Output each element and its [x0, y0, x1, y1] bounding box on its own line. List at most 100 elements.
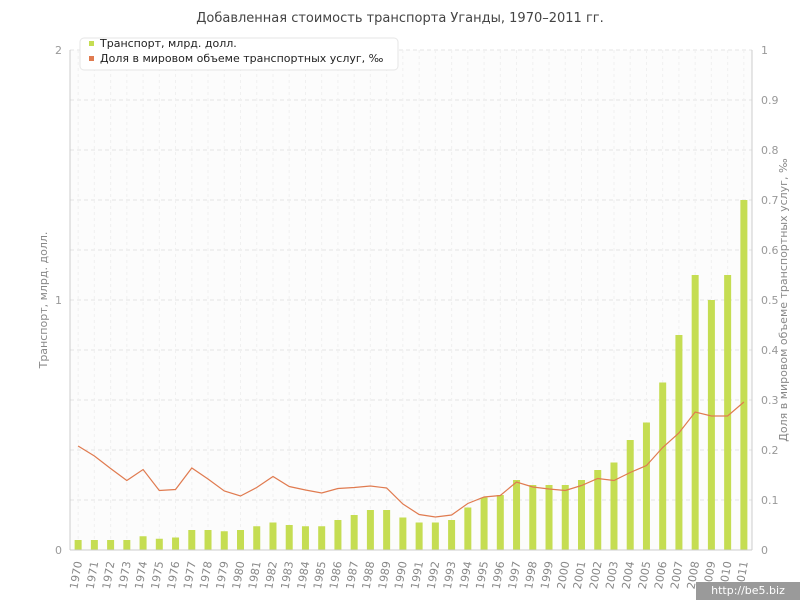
bar-1980: [237, 530, 244, 550]
bar-2002: [594, 470, 602, 550]
x-tick-label: 1997: [506, 560, 524, 590]
legend-box: [79, 37, 399, 71]
legend-swatch-bars: [89, 41, 94, 46]
x-tick-label: 1992: [425, 560, 443, 590]
x-tick-label: 1975: [149, 560, 167, 590]
right-tick-label: 0.8: [761, 144, 779, 157]
bar-1971: [90, 540, 98, 550]
x-tick-label: 1998: [522, 560, 540, 590]
x-tick-label: 1980: [230, 560, 248, 590]
bar-1975: [155, 538, 163, 550]
right-axis-label: Доля в мировом объеме транспортных услуг…: [777, 158, 790, 442]
bar-1997: [513, 480, 521, 550]
right-tick-label: 0.2: [761, 444, 779, 457]
x-tick-label: 1972: [100, 560, 118, 590]
x-tick-label: 2004: [619, 560, 637, 590]
legend: Транспорт, млрд. долл. Доля в мировом об…: [79, 37, 399, 71]
x-tick-label: 1999: [538, 560, 556, 590]
right-tick-label: 1: [761, 44, 768, 57]
x-tick-label: 1995: [473, 560, 491, 590]
x-tick-label: 1996: [490, 560, 508, 590]
bar-2010: [724, 275, 732, 550]
left-tick-label: 1: [55, 294, 62, 307]
x-tick-label: 1984: [295, 560, 313, 590]
x-tick-label: 1979: [214, 560, 232, 590]
bar-1989: [383, 510, 391, 550]
bar-1977: [188, 530, 196, 550]
right-tick-label: 0.4: [761, 344, 779, 357]
bar-1985: [318, 526, 326, 550]
left-axis-ticks: 0 1 2: [55, 44, 62, 557]
bar-2003: [610, 462, 618, 550]
bar-1995: [480, 497, 488, 550]
x-tick-label: 1987: [343, 560, 361, 590]
bar-2007: [675, 335, 683, 550]
legend-swatch-line: [89, 56, 94, 61]
bar-1983: [285, 525, 293, 550]
line-share-world: [77, 401, 745, 518]
right-tick-label: 0.5: [761, 294, 779, 307]
bar-1986: [334, 520, 342, 550]
x-tick-label: 2007: [668, 560, 686, 590]
chart-title: Добавленная стоимость транспорта Уганды,…: [196, 11, 604, 26]
x-tick-label: 1986: [327, 560, 345, 590]
bar-1982: [269, 522, 277, 550]
x-tick-label: 1971: [84, 560, 102, 590]
bar-1998: [529, 485, 537, 550]
bar-1973: [123, 540, 131, 550]
bar-1992: [431, 522, 439, 550]
x-tick-label: 1993: [441, 560, 459, 590]
x-tick-label: 1988: [360, 560, 378, 590]
x-tick-label: 2003: [603, 560, 621, 590]
bar-1996: [496, 495, 504, 550]
x-tick-label: 1973: [116, 560, 134, 590]
x-tick-label: 1976: [165, 560, 183, 590]
x-tick-label: 1989: [376, 560, 394, 590]
bar-2004: [626, 440, 634, 550]
x-tick-label: 1970: [67, 560, 85, 590]
bar-1974: [139, 536, 147, 550]
watermark-link[interactable]: http://be5.biz: [696, 582, 800, 600]
bar-1987: [350, 515, 358, 550]
x-tick-label: 2001: [571, 560, 589, 590]
right-axis-ticks: 0 0.1 0.2 0.3 0.4 0.5 0.6 0.7 0.8 0.9 1: [761, 44, 779, 557]
bar-1990: [399, 517, 407, 550]
right-tick-label: 0.1: [761, 494, 779, 507]
right-tick-label: 0.6: [761, 244, 779, 257]
bar-1979: [220, 531, 228, 550]
x-tick-label: 1983: [278, 560, 296, 590]
x-tick-label: 2005: [636, 560, 654, 590]
x-tick-label: 1981: [246, 560, 264, 590]
bar-1984: [301, 526, 309, 550]
right-tick-label: 0.3: [761, 394, 779, 407]
x-tick-label: 2000: [555, 560, 573, 590]
bar-1999: [545, 485, 553, 550]
left-tick-label: 0: [55, 544, 62, 557]
bar-1981: [253, 526, 261, 550]
x-tick-label: 1991: [408, 560, 426, 590]
x-axis-ticks: 1970197119721973197419751976197719781979…: [67, 560, 750, 590]
line-series: [77, 401, 745, 518]
x-tick-label: 1994: [457, 560, 475, 590]
bar-1976: [172, 537, 180, 550]
bar-2009: [707, 300, 715, 550]
bar-2011: [740, 200, 748, 550]
x-tick-label: 1974: [132, 560, 150, 590]
bar-1988: [366, 510, 374, 550]
bar-1991: [415, 522, 423, 550]
bar-2005: [642, 422, 650, 550]
right-tick-label: 0: [761, 544, 768, 557]
bar-2001: [578, 480, 585, 550]
x-tick-label: 1985: [311, 560, 329, 590]
bar-2000: [561, 485, 569, 550]
right-tick-label: 0.7: [761, 194, 779, 207]
axes: [69, 50, 753, 551]
left-tick-label: 2: [55, 44, 62, 57]
right-tick-label: 0.9: [761, 94, 779, 107]
bar-1978: [204, 530, 212, 550]
x-tick-label: 1977: [181, 560, 199, 590]
bar-1993: [448, 520, 456, 550]
x-tick-label: 1990: [392, 560, 410, 590]
legend-item-line: Доля в мировом объеме транспортных услуг…: [100, 52, 384, 65]
